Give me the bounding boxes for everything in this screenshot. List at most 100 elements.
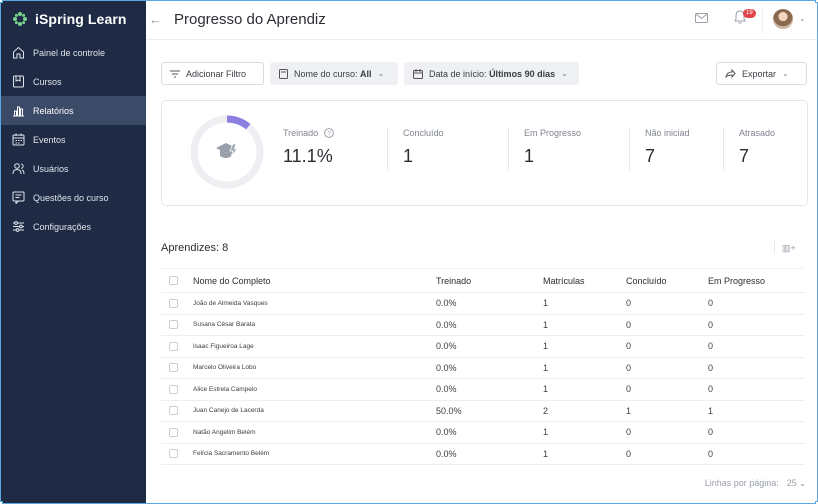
stat-not-started-value: 7 — [645, 146, 656, 166]
table-row[interactable]: Susana César Barata 0.0% 1 0 0 — [161, 315, 805, 336]
sidebar-item-label: Relatórios — [33, 105, 74, 116]
learners-table: Nome do Completo Treinado Matrículas Con… — [161, 268, 805, 465]
course-icon — [279, 68, 288, 79]
sidebar-item-painel-de-controle[interactable]: Painel de controle — [0, 38, 146, 67]
row-checkbox[interactable] — [169, 363, 178, 373]
bell-icon[interactable] — [734, 10, 746, 24]
learner-name[interactable]: Felícia Sacramento Belém — [193, 450, 270, 458]
sidebar-item-usuarios[interactable]: Usuários — [0, 154, 146, 183]
course-filter-dropdown[interactable]: Nome do curso: All ⌄ — [270, 62, 398, 85]
in-progress-value: 0 — [708, 448, 714, 459]
divider — [629, 127, 630, 171]
notification-badge: 19 — [743, 9, 756, 18]
divider — [508, 127, 509, 171]
stat-late: Atrasado 7 — [739, 128, 775, 167]
enrollments-value: 1 — [543, 298, 549, 309]
learner-name[interactable]: Isaac Figueiroa Lage — [193, 342, 254, 350]
column-header-enrollments[interactable]: Matrículas — [543, 275, 585, 286]
column-header-trained[interactable]: Treinado — [436, 275, 472, 286]
add-filter-button[interactable]: Adicionar Filtro — [161, 62, 264, 85]
table-row[interactable]: Felícia Sacramento Belém 0.0% 1 0 0 — [161, 444, 805, 465]
rows-per-page-label: Linhas por página: — [704, 478, 779, 488]
export-button[interactable]: Exportar ⌄ — [716, 62, 807, 85]
logo[interactable]: iSpring Learn — [0, 0, 146, 38]
table-row[interactable]: Alice Estrela Campelo 0.0% 1 0 0 — [161, 379, 805, 401]
enrollments-value: 1 — [543, 384, 549, 395]
resize-handle[interactable] — [0, 501, 3, 504]
learner-name[interactable]: Alice Estrela Campelo — [193, 385, 257, 393]
table-row[interactable]: Juan Canejo de Lacerda 50.0% 2 1 1 — [161, 401, 805, 422]
settings-icon — [12, 220, 25, 233]
resize-handle[interactable] — [815, 0, 818, 3]
svg-text:?: ? — [327, 131, 331, 138]
row-checkbox[interactable] — [169, 384, 178, 394]
completed-value: 0 — [626, 362, 632, 373]
in-progress-value: 0 — [708, 384, 714, 395]
learner-name[interactable]: Natão Angelim Belém — [193, 428, 256, 436]
completed-value: 0 — [626, 384, 632, 395]
row-checkbox[interactable] — [169, 449, 178, 459]
mail-icon[interactable] — [695, 13, 708, 23]
stat-completed: Concluído 1 — [403, 128, 444, 167]
learner-name[interactable]: João de Almeida Vasques — [193, 299, 268, 307]
sidebar-nav: Painel de controle Cursos Relatórios Evento… — [0, 38, 146, 241]
column-header-completed[interactable]: Concluído — [626, 275, 667, 286]
trained-value: 0.0% — [436, 384, 457, 395]
learner-name[interactable]: Juan Canejo de Lacerda — [193, 407, 264, 415]
sidebar-item-questoes-do-curso[interactable]: Questões do curso — [0, 183, 146, 212]
completed-value: 0 — [626, 427, 632, 438]
stat-in-progress-label: Em Progresso — [524, 128, 582, 138]
row-checkbox[interactable] — [169, 427, 178, 437]
chevron-down-icon[interactable]: ⌄ — [799, 14, 806, 23]
help-icon[interactable]: ? — [324, 128, 335, 138]
stat-trained-label: Treinado — [283, 128, 319, 138]
rows-per-page-select[interactable]: 25 ⌄ — [786, 478, 806, 488]
divider — [774, 240, 775, 254]
table-row[interactable]: Natão Angelim Belém 0.0% 1 0 0 — [161, 422, 805, 444]
users-icon — [12, 162, 25, 175]
completed-value: 0 — [626, 448, 632, 459]
sidebar: iSpring Learn Painel de controle Cursos Re… — [0, 0, 146, 504]
row-checkbox[interactable] — [169, 406, 178, 416]
in-progress-value: 1 — [708, 405, 714, 416]
resize-handle[interactable] — [815, 501, 818, 504]
learner-name[interactable]: Marcelo Oliveira Lobo — [193, 364, 257, 372]
sidebar-item-cursos[interactable]: Cursos — [0, 67, 146, 96]
table-row[interactable]: Isaac Figueiroa Lage 0.0% 1 0 0 — [161, 336, 805, 358]
chevron-down-icon: ⌄ — [799, 479, 806, 488]
sidebar-item-eventos[interactable]: Eventos — [0, 125, 146, 154]
row-checkbox[interactable] — [169, 298, 178, 308]
stat-in-progress-value: 1 — [524, 146, 535, 166]
trained-value: 50.0% — [436, 405, 462, 416]
trained-value: 0.0% — [436, 448, 457, 459]
app-name: iSpring Learn — [35, 11, 127, 27]
divider — [762, 6, 763, 34]
stat-completed-label: Concluído — [403, 128, 444, 138]
back-arrow-icon[interactable]: ← — [149, 12, 162, 27]
sidebar-item-label: Configurações — [33, 221, 92, 232]
chevron-down-icon: ⌄ — [377, 69, 385, 78]
row-checkbox[interactable] — [169, 341, 178, 351]
filter-icon — [170, 70, 180, 77]
enrollments-value: 1 — [543, 448, 549, 459]
enrollments-value: 1 — [543, 319, 549, 330]
stats-card: Treinado ? 11.1% Concluído 1 Em Progress… — [161, 100, 808, 206]
resize-handle[interactable] — [0, 0, 3, 3]
column-header-in-progress[interactable]: Em Progresso — [708, 275, 766, 286]
trained-value: 0.0% — [436, 362, 457, 373]
sidebar-item-configuracoes[interactable]: Configurações — [0, 212, 146, 241]
sidebar-item-relatorios[interactable]: Relatórios — [0, 96, 146, 125]
stat-in-progress: Em Progresso 1 — [524, 128, 581, 167]
graduation-cap-icon — [216, 143, 238, 158]
table-row[interactable]: João de Almeida Vasques 0.0% 1 0 0 — [161, 293, 805, 315]
column-header-name[interactable]: Nome do Completo — [193, 275, 271, 286]
columns-settings-icon[interactable]: ▥+ — [782, 243, 796, 253]
date-filter-dropdown[interactable]: Data de início: Últimos 90 dias ⌄ — [404, 62, 579, 85]
avatar[interactable] — [773, 9, 793, 29]
learner-name[interactable]: Susana César Barata — [193, 321, 256, 329]
select-all-checkbox[interactable] — [169, 276, 178, 285]
divider — [387, 127, 388, 171]
table-row[interactable]: Marcelo Oliveira Lobo 0.0% 1 0 0 — [161, 358, 805, 379]
row-checkbox[interactable] — [169, 320, 178, 330]
enrollments-value: 2 — [543, 405, 549, 416]
